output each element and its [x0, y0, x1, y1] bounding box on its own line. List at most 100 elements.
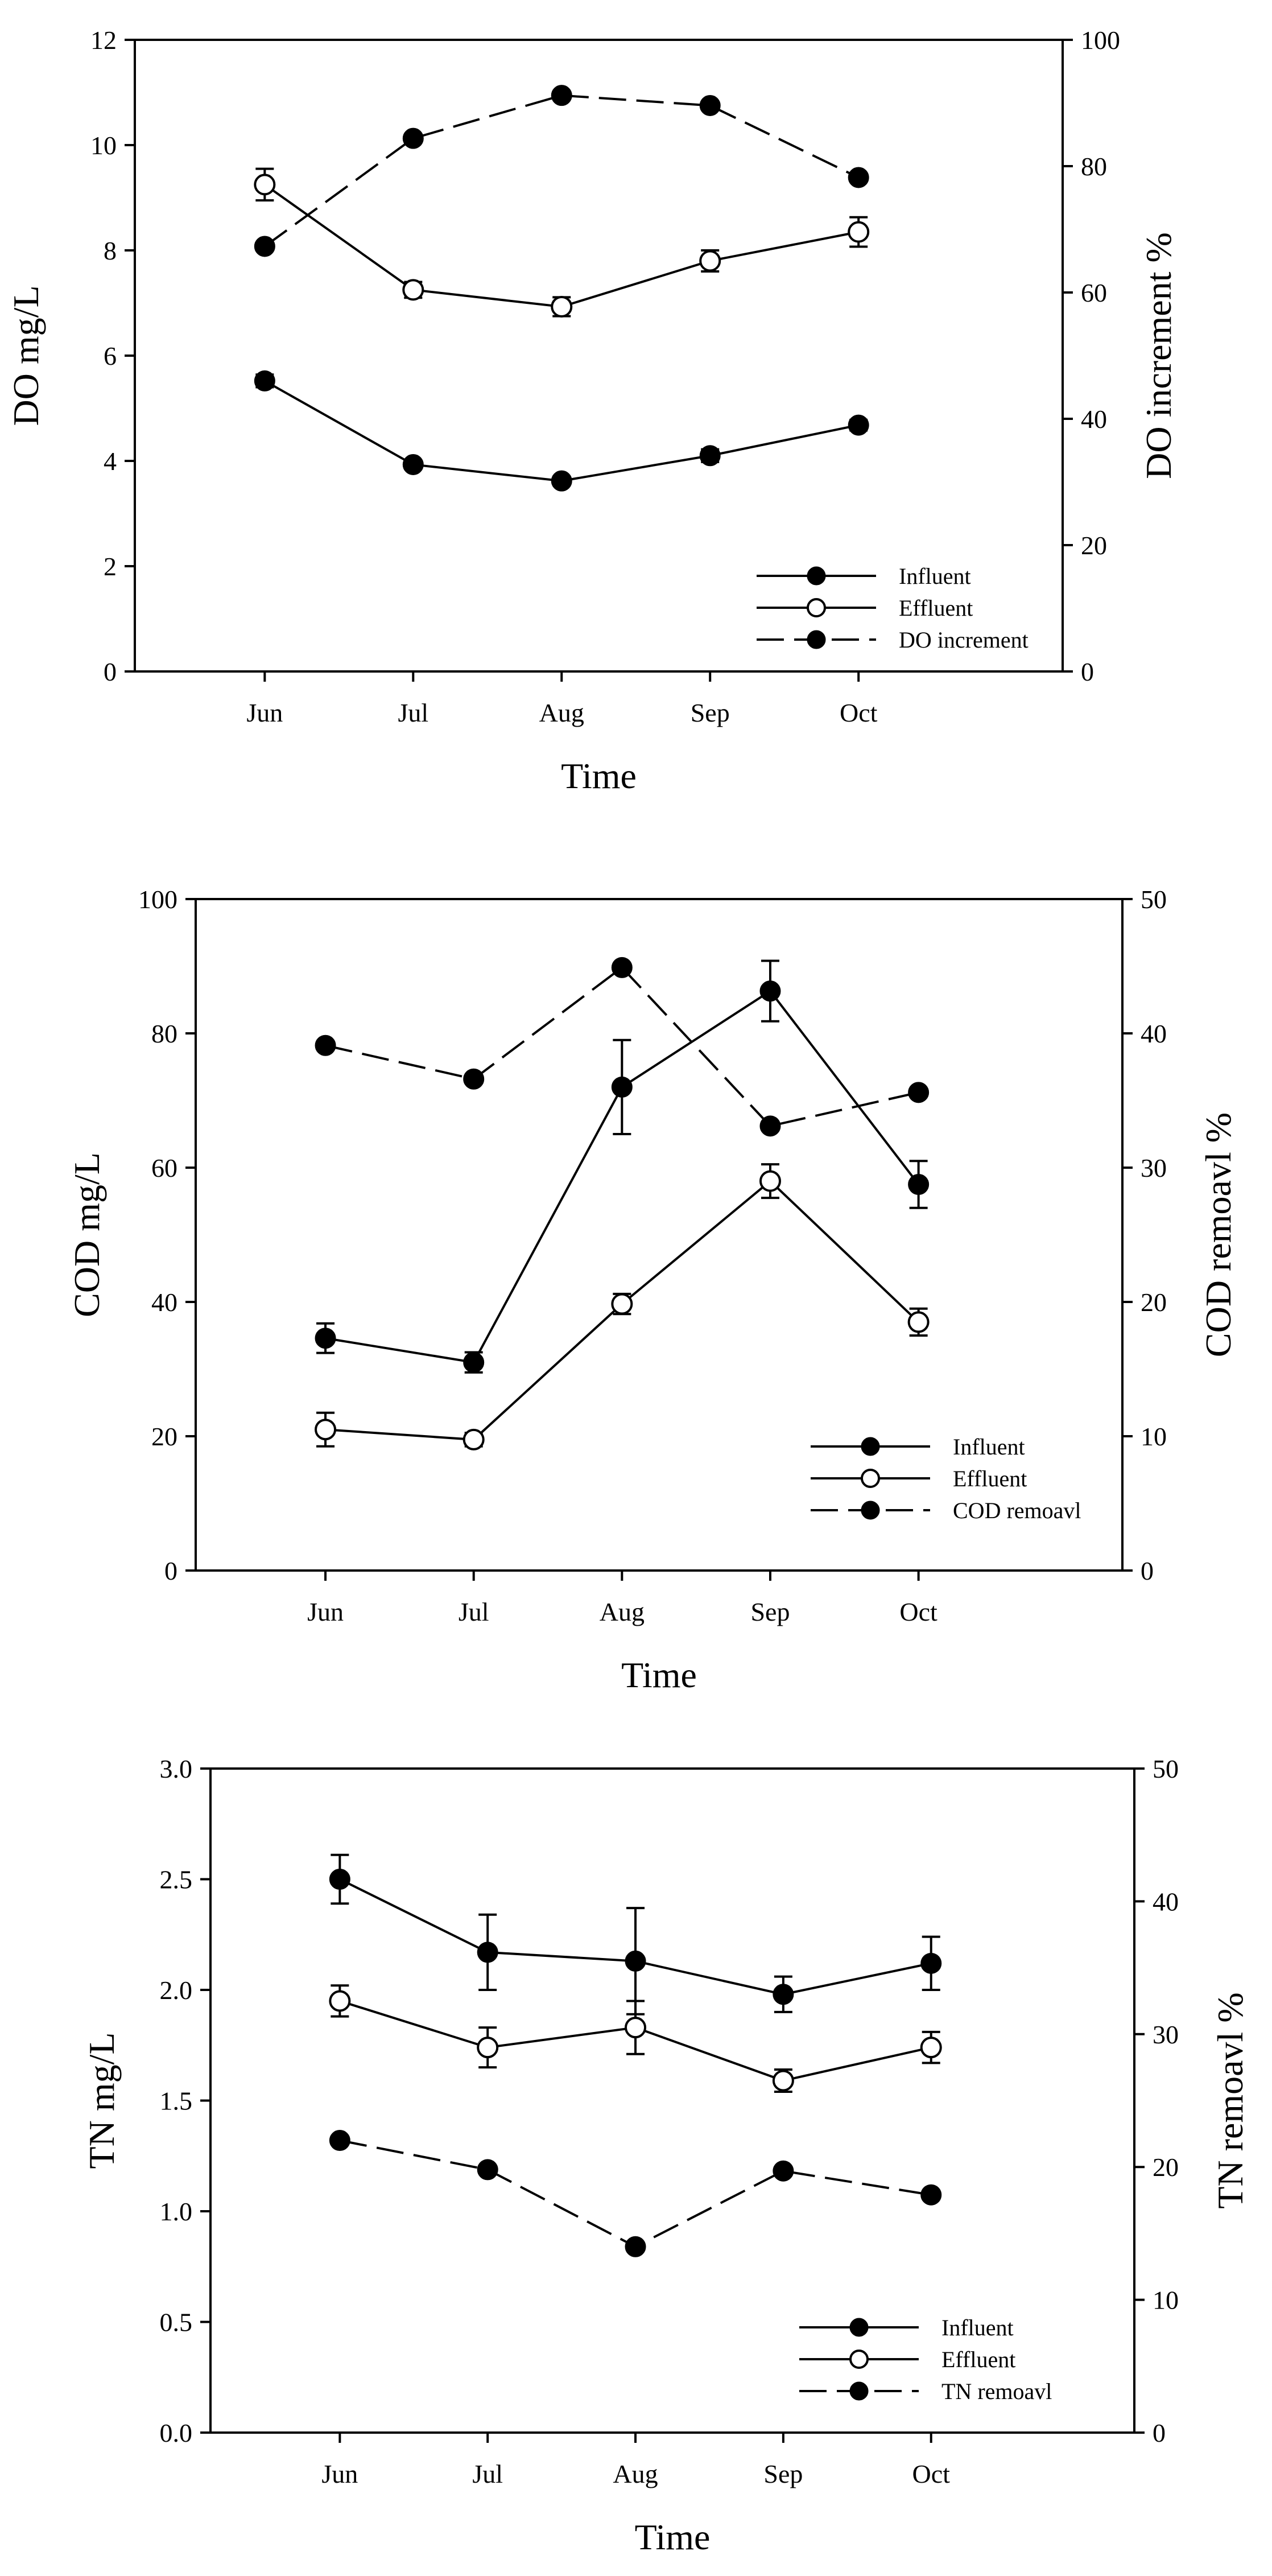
y2-axis-label: TN remoavl % — [1210, 1992, 1250, 2208]
series-line-1 — [264, 380, 859, 483]
y2-tick-label: 0 — [1141, 1556, 1154, 1585]
series-line-3 — [325, 966, 919, 1128]
series-line-2 — [264, 183, 859, 308]
legend-marker-3 — [807, 630, 826, 649]
legend-label-3: DO increment — [899, 627, 1029, 653]
legend-marker-3 — [849, 2381, 869, 2401]
y2-tick-label: 30 — [1141, 1153, 1167, 1182]
data-point — [759, 1115, 781, 1137]
data-point — [315, 1419, 337, 1441]
chart-2: 0 20 40 60 80 100 0 10 20 30 40 50 Jun Jul Aug Sep Oct Ti… — [67, 885, 1238, 1695]
data-point — [315, 1328, 336, 1349]
legend-marker-2 — [807, 598, 826, 617]
data-point — [462, 1428, 485, 1450]
data-point — [907, 1311, 930, 1333]
data-point — [254, 236, 275, 257]
legend-marker-1 — [861, 1437, 880, 1456]
y2-tick-label: 10 — [1153, 2286, 1179, 2315]
legend-label-2: Effluent — [941, 2347, 1015, 2372]
y2-tick-label: 40 — [1141, 1019, 1167, 1048]
data-point — [477, 2159, 498, 2181]
data-point — [551, 85, 572, 106]
data-point — [848, 221, 870, 243]
y-tick-label: 20 — [151, 1422, 177, 1451]
legend-label-2: Effluent — [953, 1466, 1027, 1491]
y-tick-label: 2.0 — [160, 1976, 193, 2005]
y2-tick-label: 40 — [1153, 1887, 1179, 1916]
legend-label-3: TN remoavl — [941, 2379, 1052, 2404]
data-point — [759, 980, 781, 1002]
series-line-3 — [264, 94, 860, 248]
data-point — [254, 174, 276, 196]
y-tick-label: 1.0 — [160, 2197, 193, 2226]
data-point — [848, 414, 869, 436]
x-tick-label: Jun — [246, 698, 283, 727]
data-point — [551, 295, 573, 318]
y-tick-label: 1.5 — [160, 2087, 193, 2116]
data-point — [625, 1950, 646, 1972]
x-axis-label: Time — [561, 756, 637, 796]
data-point — [699, 250, 721, 272]
legend-marker-2 — [849, 2350, 869, 2369]
y-tick-label: 80 — [151, 1019, 177, 1048]
data-point — [773, 1984, 794, 2005]
y2-tick-label: 60 — [1081, 278, 1107, 307]
x-tick-label: Oct — [840, 698, 878, 727]
legend-marker-2 — [861, 1469, 880, 1488]
y2-tick-label: 20 — [1153, 2153, 1179, 2182]
x-tick-label: Aug — [539, 698, 584, 727]
legend-marker-1 — [807, 566, 826, 586]
chart-3: 0.0 0.5 1.0 1.5 2.0 2.5 3.0 0 10 20 30 40 50 Jun Jul Au… — [81, 1754, 1250, 2557]
y2-tick-label: 100 — [1081, 26, 1120, 55]
y-tick-label: 0 — [104, 657, 117, 686]
data-point — [315, 1034, 336, 1056]
y-axis-label: COD mg/L — [67, 1152, 107, 1317]
y2-tick-label: 20 — [1081, 531, 1107, 560]
y2-tick-label: 10 — [1141, 1422, 1167, 1451]
y2-tick-label: 30 — [1153, 2020, 1179, 2049]
data-point — [463, 1068, 485, 1090]
x-tick-label: Oct — [899, 1597, 938, 1626]
data-point — [699, 445, 721, 467]
y2-tick-label: 20 — [1141, 1288, 1167, 1317]
legend-label-2: Effluent — [899, 595, 973, 621]
legend-label-3: COD remoavl — [953, 1498, 1081, 1523]
x-tick-label: Sep — [763, 2459, 803, 2488]
data-point — [329, 1869, 350, 1890]
y2-axis-label: DO increment % — [1138, 232, 1179, 479]
y-tick-label: 0.5 — [160, 2308, 193, 2337]
data-point — [920, 2184, 942, 2206]
y2-tick-label: 0 — [1153, 2418, 1166, 2447]
series-line-3 — [339, 2139, 932, 2248]
x-tick-label: Aug — [613, 2459, 658, 2488]
data-point — [329, 2130, 350, 2152]
y-tick-label: 4 — [104, 447, 117, 476]
chart-1: 0 2 4 6 8 10 12 0 20 40 60 80 100 Jun Jul Aug Sep Oct Time… — [6, 26, 1179, 796]
legend-label-1: Influent — [941, 2315, 1014, 2340]
legend-marker-1 — [849, 2318, 869, 2337]
x-tick-label: Oct — [912, 2459, 951, 2488]
y2-axis-label: COD remoavl % — [1198, 1112, 1238, 1357]
data-point — [611, 1076, 633, 1098]
data-point — [463, 1351, 485, 1373]
data-point — [625, 2017, 647, 2039]
data-point — [908, 1082, 930, 1103]
y-tick-label: 2 — [104, 552, 117, 581]
y-axis-label: TN mg/L — [81, 2033, 122, 2169]
y-tick-label: 0 — [164, 1556, 177, 1585]
data-point — [773, 2160, 794, 2182]
y-tick-label: 2.5 — [160, 1865, 193, 1894]
data-point — [329, 1990, 351, 2012]
x-axis-label: Time — [621, 1655, 697, 1695]
x-tick-label: Jul — [472, 2459, 503, 2488]
data-point — [402, 279, 424, 301]
y2-tick-label: 40 — [1081, 405, 1107, 434]
y-axis-label: DO mg/L — [6, 285, 46, 426]
y-tick-label: 60 — [151, 1153, 177, 1182]
x-tick-label: Sep — [691, 698, 730, 727]
x-tick-label: Jun — [321, 2459, 358, 2488]
y2-tick-label: 0 — [1081, 657, 1094, 686]
y-tick-label: 0.0 — [160, 2418, 193, 2447]
x-tick-label: Sep — [750, 1597, 790, 1626]
